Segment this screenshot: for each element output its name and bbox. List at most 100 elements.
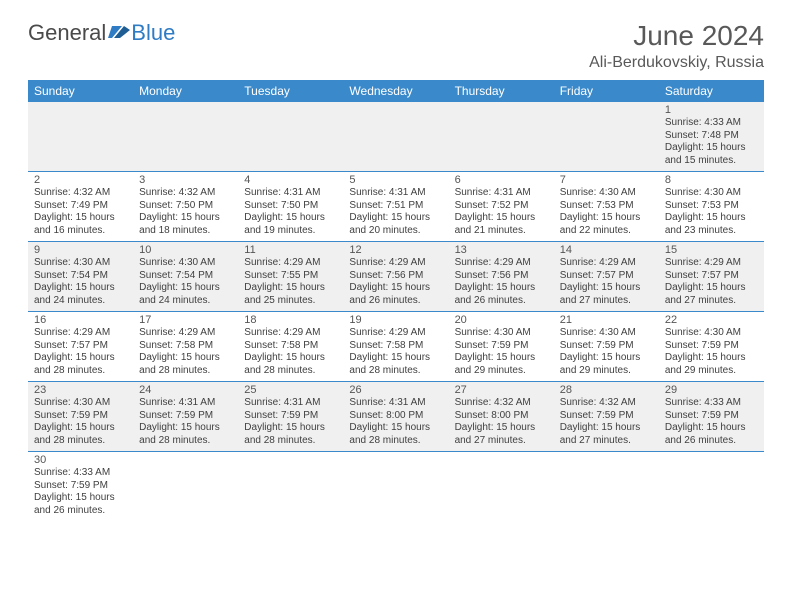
daylight-text: Daylight: 15 hours and 28 minutes. — [139, 352, 232, 377]
sunrise-text: Sunrise: 4:32 AM — [139, 187, 232, 200]
day-number: 25 — [244, 384, 337, 396]
day-number: 27 — [455, 384, 548, 396]
sunset-text: Sunset: 7:55 PM — [244, 270, 337, 283]
sunrise-text: Sunrise: 4:31 AM — [349, 187, 442, 200]
sunset-text: Sunset: 7:59 PM — [139, 410, 232, 423]
daylight-text: Daylight: 15 hours and 21 minutes. — [455, 212, 548, 237]
daylight-text: Daylight: 15 hours and 28 minutes. — [34, 352, 127, 377]
sunrise-text: Sunrise: 4:33 AM — [665, 117, 758, 130]
calendar-day-cell: 4Sunrise: 4:31 AMSunset: 7:50 PMDaylight… — [238, 172, 343, 242]
weekday-header: Monday — [133, 80, 238, 102]
calendar-day-cell: 27Sunrise: 4:32 AMSunset: 8:00 PMDayligh… — [449, 382, 554, 452]
calendar: Sunday Monday Tuesday Wednesday Thursday… — [28, 80, 764, 521]
calendar-day-cell — [28, 102, 133, 172]
calendar-day-cell: 28Sunrise: 4:32 AMSunset: 7:59 PMDayligh… — [554, 382, 659, 452]
sunrise-text: Sunrise: 4:31 AM — [349, 397, 442, 410]
daylight-text: Daylight: 15 hours and 26 minutes. — [455, 282, 548, 307]
daylight-text: Daylight: 15 hours and 27 minutes. — [560, 282, 653, 307]
daylight-text: Daylight: 15 hours and 27 minutes. — [455, 422, 548, 447]
day-number: 2 — [34, 174, 127, 186]
daylight-text: Daylight: 15 hours and 24 minutes. — [139, 282, 232, 307]
calendar-day-cell: 1Sunrise: 4:33 AMSunset: 7:48 PMDaylight… — [659, 102, 764, 172]
calendar-day-cell: 22Sunrise: 4:30 AMSunset: 7:59 PMDayligh… — [659, 312, 764, 382]
sunrise-text: Sunrise: 4:29 AM — [560, 257, 653, 270]
calendar-day-cell: 19Sunrise: 4:29 AMSunset: 7:58 PMDayligh… — [343, 312, 448, 382]
calendar-day-cell: 2Sunrise: 4:32 AMSunset: 7:49 PMDaylight… — [28, 172, 133, 242]
calendar-day-cell: 12Sunrise: 4:29 AMSunset: 7:56 PMDayligh… — [343, 242, 448, 312]
logo: General Blue — [28, 20, 175, 46]
calendar-week: 9Sunrise: 4:30 AMSunset: 7:54 PMDaylight… — [28, 242, 764, 312]
daylight-text: Daylight: 15 hours and 18 minutes. — [139, 212, 232, 237]
daylight-text: Daylight: 15 hours and 24 minutes. — [34, 282, 127, 307]
calendar-day-cell: 29Sunrise: 4:33 AMSunset: 7:59 PMDayligh… — [659, 382, 764, 452]
weekday-header-row: Sunday Monday Tuesday Wednesday Thursday… — [28, 80, 764, 102]
daylight-text: Daylight: 15 hours and 28 minutes. — [139, 422, 232, 447]
calendar-day-cell — [238, 102, 343, 172]
sunset-text: Sunset: 7:58 PM — [349, 340, 442, 353]
day-number: 9 — [34, 244, 127, 256]
sunrise-text: Sunrise: 4:30 AM — [34, 397, 127, 410]
calendar-day-cell: 6Sunrise: 4:31 AMSunset: 7:52 PMDaylight… — [449, 172, 554, 242]
sunset-text: Sunset: 7:53 PM — [665, 200, 758, 213]
calendar-day-cell: 18Sunrise: 4:29 AMSunset: 7:58 PMDayligh… — [238, 312, 343, 382]
sunrise-text: Sunrise: 4:31 AM — [244, 397, 337, 410]
daylight-text: Daylight: 15 hours and 28 minutes. — [244, 352, 337, 377]
sunrise-text: Sunrise: 4:30 AM — [560, 327, 653, 340]
calendar-day-cell — [238, 452, 343, 522]
calendar-day-cell: 21Sunrise: 4:30 AMSunset: 7:59 PMDayligh… — [554, 312, 659, 382]
sunset-text: Sunset: 7:59 PM — [34, 410, 127, 423]
day-number: 21 — [560, 314, 653, 326]
calendar-day-cell: 7Sunrise: 4:30 AMSunset: 7:53 PMDaylight… — [554, 172, 659, 242]
day-number: 4 — [244, 174, 337, 186]
sunset-text: Sunset: 7:50 PM — [139, 200, 232, 213]
sunset-text: Sunset: 7:59 PM — [455, 340, 548, 353]
sunrise-text: Sunrise: 4:31 AM — [139, 397, 232, 410]
daylight-text: Daylight: 15 hours and 27 minutes. — [665, 282, 758, 307]
calendar-day-cell — [343, 452, 448, 522]
sunset-text: Sunset: 7:59 PM — [665, 340, 758, 353]
day-number: 26 — [349, 384, 442, 396]
sunset-text: Sunset: 7:58 PM — [244, 340, 337, 353]
daylight-text: Daylight: 15 hours and 28 minutes. — [34, 422, 127, 447]
day-number: 22 — [665, 314, 758, 326]
sunset-text: Sunset: 7:59 PM — [244, 410, 337, 423]
calendar-day-cell: 16Sunrise: 4:29 AMSunset: 7:57 PMDayligh… — [28, 312, 133, 382]
daylight-text: Daylight: 15 hours and 23 minutes. — [665, 212, 758, 237]
calendar-day-cell: 5Sunrise: 4:31 AMSunset: 7:51 PMDaylight… — [343, 172, 448, 242]
calendar-day-cell: 9Sunrise: 4:30 AMSunset: 7:54 PMDaylight… — [28, 242, 133, 312]
sunrise-text: Sunrise: 4:30 AM — [34, 257, 127, 270]
sunset-text: Sunset: 7:50 PM — [244, 200, 337, 213]
day-number: 24 — [139, 384, 232, 396]
calendar-day-cell: 3Sunrise: 4:32 AMSunset: 7:50 PMDaylight… — [133, 172, 238, 242]
sunrise-text: Sunrise: 4:30 AM — [665, 187, 758, 200]
header: General Blue June 2024 Ali-Berdukovskiy,… — [28, 20, 764, 72]
daylight-text: Daylight: 15 hours and 26 minutes. — [349, 282, 442, 307]
sunrise-text: Sunrise: 4:29 AM — [244, 257, 337, 270]
calendar-day-cell: 26Sunrise: 4:31 AMSunset: 8:00 PMDayligh… — [343, 382, 448, 452]
calendar-day-cell — [343, 102, 448, 172]
day-number: 14 — [560, 244, 653, 256]
sunrise-text: Sunrise: 4:30 AM — [560, 187, 653, 200]
sunset-text: Sunset: 7:49 PM — [34, 200, 127, 213]
logo-flag-icon — [108, 20, 130, 46]
daylight-text: Daylight: 15 hours and 27 minutes. — [560, 422, 653, 447]
weekday-header: Wednesday — [343, 80, 448, 102]
calendar-day-cell — [449, 102, 554, 172]
sunset-text: Sunset: 7:56 PM — [349, 270, 442, 283]
sunrise-text: Sunrise: 4:30 AM — [665, 327, 758, 340]
day-number: 19 — [349, 314, 442, 326]
day-number: 8 — [665, 174, 758, 186]
calendar-day-cell — [133, 452, 238, 522]
day-number: 7 — [560, 174, 653, 186]
sunrise-text: Sunrise: 4:32 AM — [34, 187, 127, 200]
sunset-text: Sunset: 7:57 PM — [665, 270, 758, 283]
sunrise-text: Sunrise: 4:29 AM — [665, 257, 758, 270]
calendar-day-cell: 15Sunrise: 4:29 AMSunset: 7:57 PMDayligh… — [659, 242, 764, 312]
sunrise-text: Sunrise: 4:31 AM — [455, 187, 548, 200]
day-number: 20 — [455, 314, 548, 326]
logo-text-general: General — [28, 20, 106, 46]
calendar-day-cell — [554, 452, 659, 522]
weekday-header: Thursday — [449, 80, 554, 102]
daylight-text: Daylight: 15 hours and 25 minutes. — [244, 282, 337, 307]
sunrise-text: Sunrise: 4:30 AM — [139, 257, 232, 270]
